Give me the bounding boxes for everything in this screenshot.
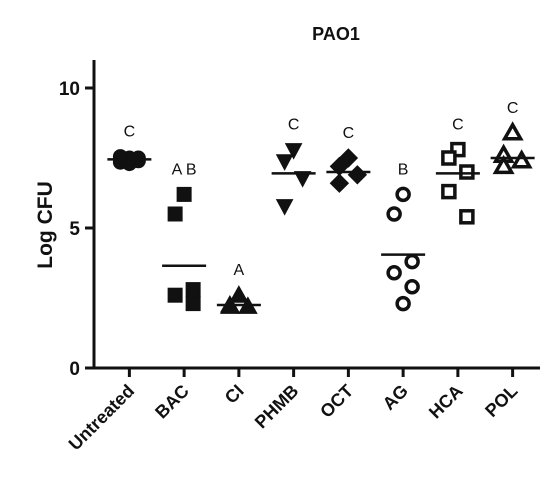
- significance-letter: C: [343, 125, 355, 142]
- data-point: [459, 164, 475, 180]
- data-point: [395, 295, 411, 312]
- data-point: [501, 121, 524, 141]
- data-point: [176, 186, 192, 202]
- data-point: [459, 209, 475, 225]
- significance-letter: C: [288, 117, 300, 134]
- significance-letter: A: [234, 262, 245, 279]
- category-label: Untreated: [65, 381, 139, 455]
- data-point: [441, 183, 457, 200]
- y-ticks: 0 5 10: [59, 79, 94, 380]
- chart-axes: [92, 60, 540, 370]
- y-tick-label: 10: [59, 79, 80, 100]
- category-label: AG: [379, 381, 412, 414]
- data-point: [167, 206, 183, 222]
- chart-title: PAO1: [312, 24, 360, 44]
- significance-letter: C: [507, 100, 519, 117]
- y-tick-label: 5: [69, 219, 80, 240]
- data-point: [293, 171, 312, 188]
- y-tick-label: 0: [69, 359, 80, 380]
- data-point: [510, 149, 533, 169]
- category-label: POL: [481, 381, 521, 421]
- data-point: [395, 186, 411, 203]
- data-point: [185, 296, 201, 312]
- data-point: [347, 165, 368, 185]
- data-point: [167, 287, 183, 303]
- significance-letter: C: [124, 124, 136, 141]
- significance-letter: C: [452, 117, 464, 134]
- data-point: [492, 154, 515, 175]
- data-point: [112, 149, 128, 165]
- significance-letter: B: [398, 161, 409, 178]
- category-label: CI: [221, 381, 248, 408]
- data-point: [284, 143, 303, 160]
- data-point: [386, 206, 402, 222]
- category-label: OCT: [316, 381, 357, 422]
- category-label: PHMB: [251, 381, 303, 433]
- data-point: [404, 279, 420, 295]
- data-point: [275, 199, 294, 216]
- category-label: BAC: [151, 381, 193, 423]
- data-point: [329, 173, 350, 193]
- category-labels: Untreated BAC CI PHMB OCT AG HCA POL: [65, 368, 521, 455]
- data-point: [185, 282, 201, 298]
- significance-letters: C A B A C C B C C: [124, 100, 519, 279]
- data-point: [441, 150, 457, 166]
- data-point: [229, 285, 249, 303]
- y-axis-label: Log CFU: [34, 181, 57, 268]
- significance-letter: A B: [172, 161, 197, 178]
- data-point: [386, 265, 402, 281]
- category-label: HCA: [425, 381, 467, 423]
- chart-marks: [107, 121, 535, 314]
- data-point: [404, 253, 420, 270]
- data-point: [275, 154, 294, 171]
